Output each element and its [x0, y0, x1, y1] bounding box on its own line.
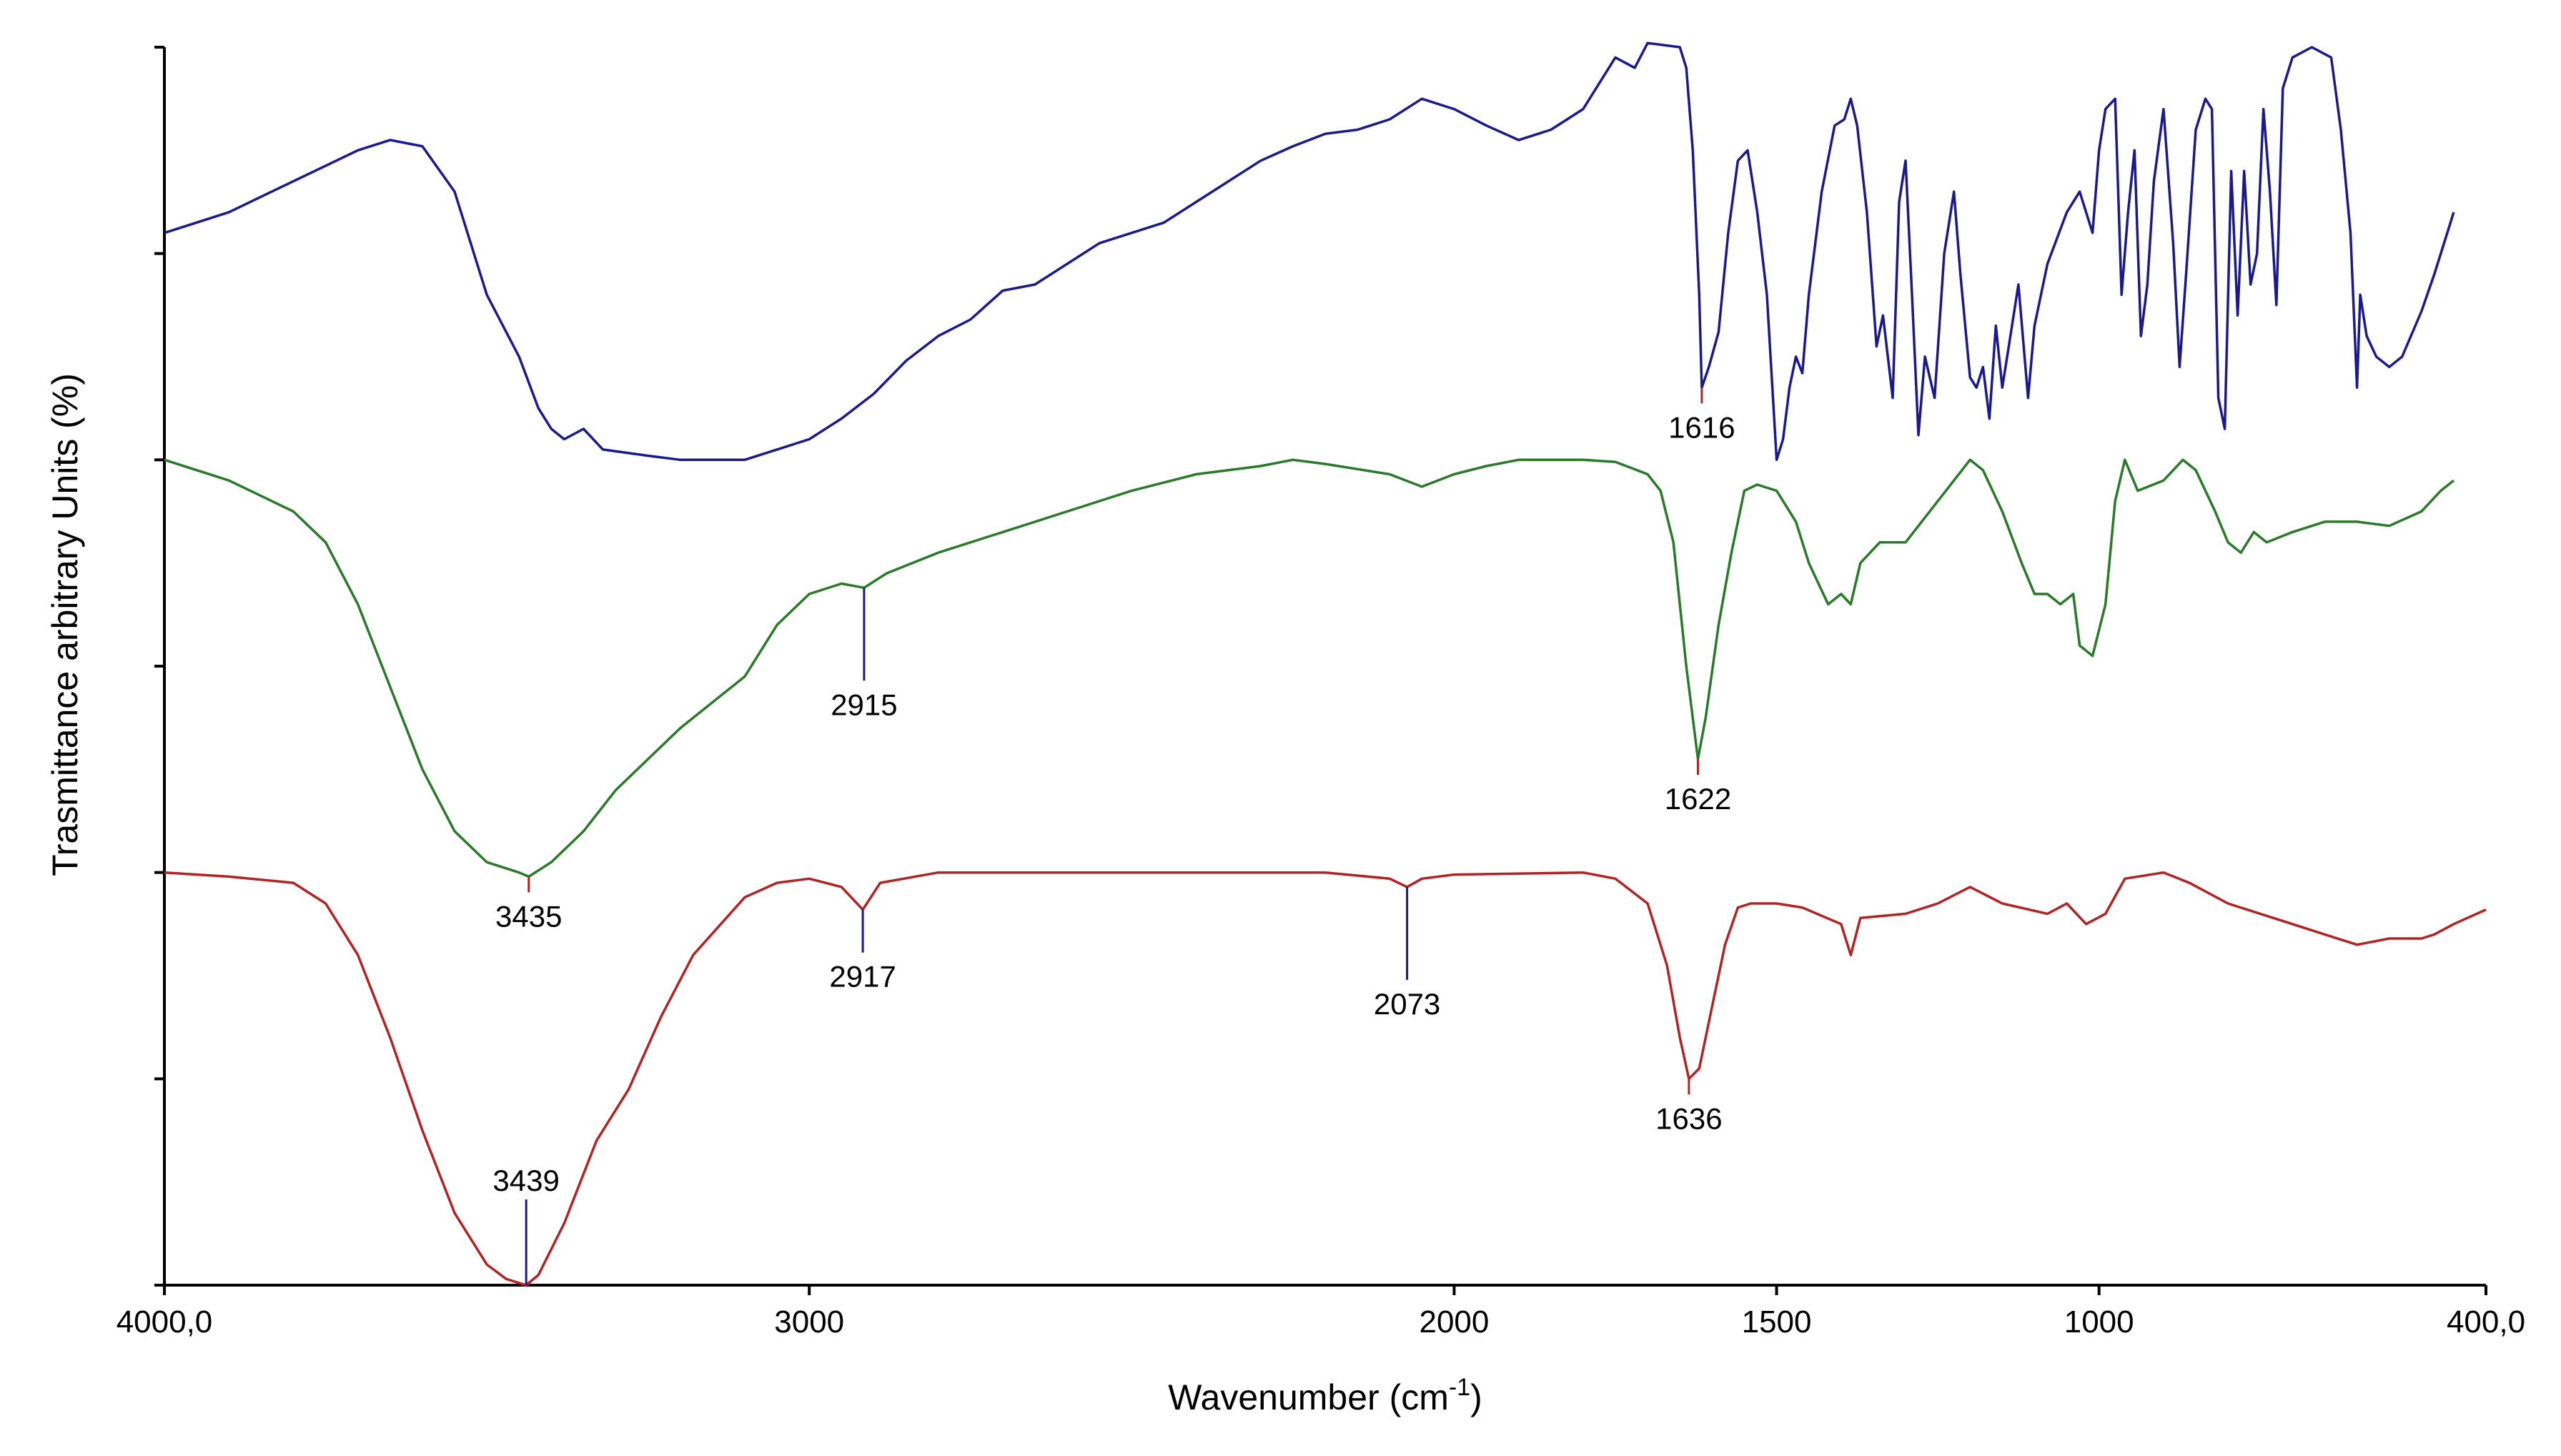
x-tick-label: 3000 [774, 1304, 844, 1339]
series-group [164, 41, 2487, 1287]
x-axis-title: Wavenumber (cm-1) [1168, 1374, 1482, 1417]
peak-label: 3435 [495, 899, 562, 933]
peak-annotation: 3439 [492, 1164, 560, 1285]
peak-annotation: 3435 [495, 876, 562, 933]
peak-label: 2073 [1374, 987, 1440, 1021]
x-tick-label: 1500 [1742, 1304, 1812, 1339]
y-ticks [154, 46, 164, 1287]
x-axis-title-main: Wavenumber (cm [1168, 1377, 1449, 1417]
peak-annotation: 2917 [829, 909, 896, 994]
x-axis-title-superscript: -1 [1449, 1374, 1470, 1401]
peak-label: 1636 [1655, 1101, 1722, 1135]
series-line-2 [164, 458, 2455, 878]
peak-label: 1622 [1665, 782, 1731, 816]
peak-label: 2915 [831, 688, 897, 721]
x-tick-label: 2000 [1419, 1304, 1489, 1339]
x-tick-label: 1000 [2064, 1304, 2134, 1339]
x-ticks: 4000,0 3000 2000 1500 1000 400,0 [117, 1285, 2525, 1339]
series-line-3 [164, 871, 2487, 1287]
peak-annotation: 1616 [1668, 387, 1735, 444]
x-tick-label: 400,0 [2447, 1304, 2525, 1339]
peak-annotations: 1616 2915 1622 3435 2917 2073 1636 3439 [492, 387, 1735, 1285]
peak-annotation: 2073 [1374, 886, 1440, 1021]
peak-label: 1616 [1668, 410, 1735, 444]
x-axis-title-close: ) [1470, 1377, 1482, 1417]
peak-annotation: 1622 [1665, 758, 1731, 816]
peak-annotation: 2915 [831, 588, 898, 721]
y-axis-title: Trasmittance arbitrary Units (%) [45, 373, 85, 876]
x-tick-label: 4000,0 [117, 1304, 213, 1339]
peak-annotation: 1636 [1655, 1079, 1723, 1135]
series-line-1 [164, 41, 2455, 462]
peak-label: 3439 [492, 1164, 559, 1197]
peak-label: 2917 [829, 960, 896, 994]
